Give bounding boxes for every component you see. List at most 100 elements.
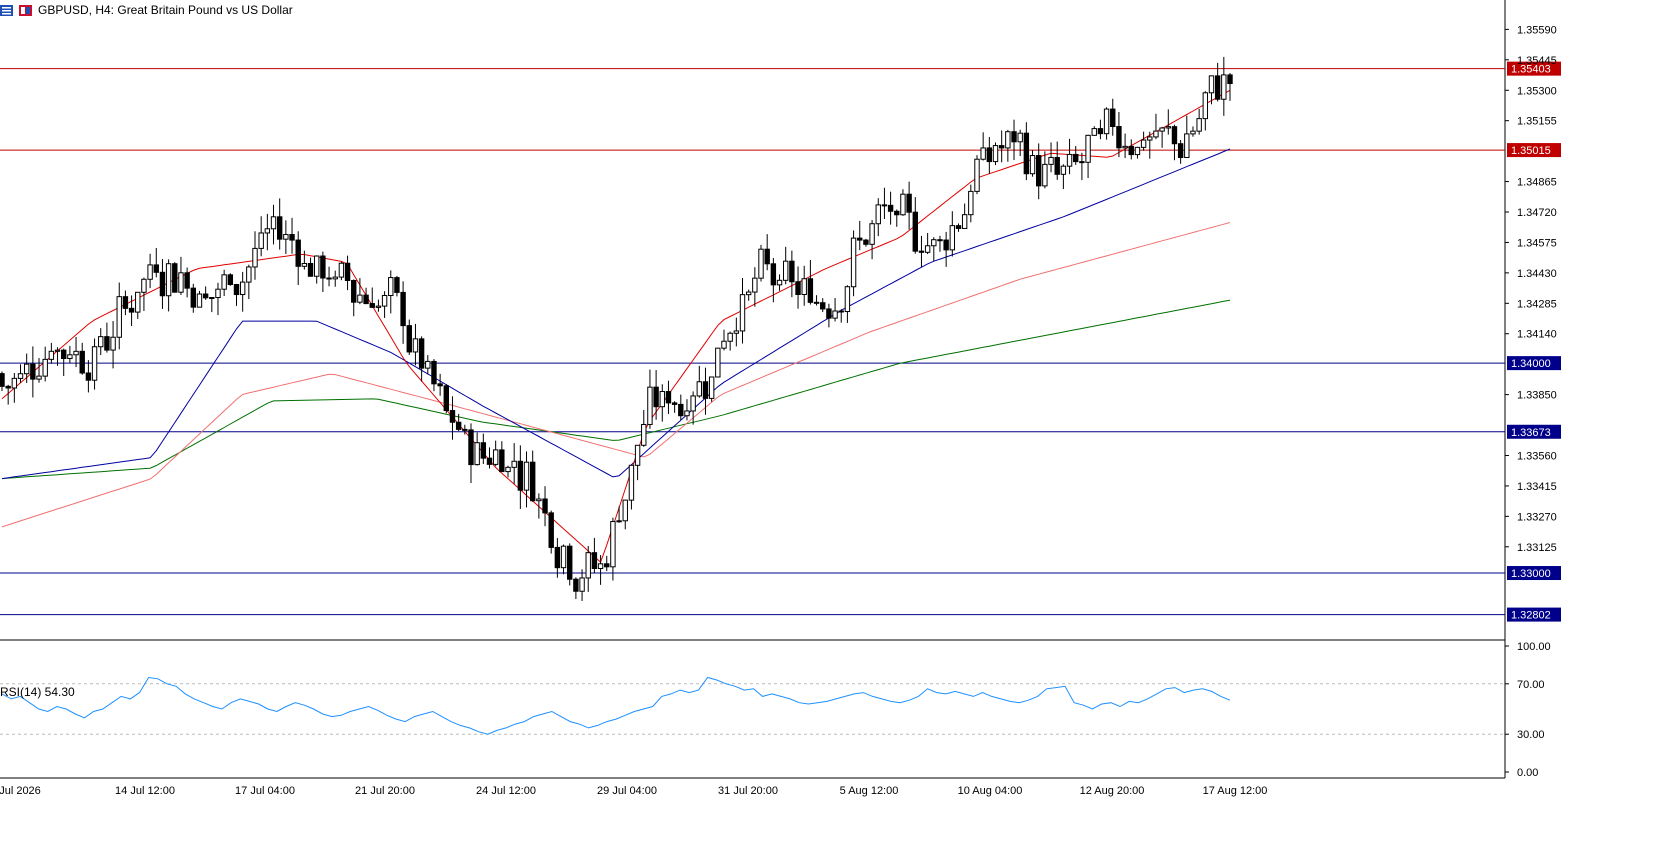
bull-candle — [221, 274, 227, 290]
bull-candle — [585, 552, 591, 579]
bull-candle — [283, 234, 289, 240]
bull-candle — [270, 216, 277, 230]
bull-candle — [1196, 118, 1202, 132]
time-label: 21 Jul 20:00 — [355, 785, 415, 797]
price-tick-label: 1.35445 — [1517, 55, 1557, 67]
chart-header: GBPUSD, H4: Great Britain Pound vs US Do… — [0, 2, 293, 18]
price-tick-label: 1.34140 — [1517, 329, 1557, 341]
bull-candle — [610, 521, 616, 568]
bull-candle — [73, 350, 79, 356]
bull-candle — [1134, 146, 1141, 156]
bull-candle — [992, 145, 999, 163]
bear-candle — [789, 260, 795, 283]
ema-slow-line — [1, 222, 1231, 528]
bear-candle — [394, 277, 400, 293]
rsi-panel: 100.00 70.00 30.00 0.00 — [0, 641, 1551, 779]
bear-candle — [678, 403, 684, 417]
time-label: 5 Aug 12:00 — [840, 785, 899, 797]
bull-candle — [1190, 130, 1196, 135]
bull-candle — [733, 330, 740, 334]
bear-candle — [30, 363, 36, 380]
time-label: 14 Jul 12:00 — [115, 785, 175, 797]
bull-candle — [388, 277, 394, 297]
bear-candle — [702, 381, 709, 399]
bull-candle — [832, 310, 838, 319]
bull-candle — [116, 296, 122, 338]
bull-candle — [357, 294, 363, 303]
price-tick-label: 1.35590 — [1517, 24, 1557, 36]
trade-icon[interactable] — [19, 4, 32, 16]
bull-candle — [696, 381, 703, 397]
rsi-line — [1, 676, 1231, 735]
time-label: 24 Jul 12:00 — [476, 785, 536, 797]
bull-candle — [1091, 128, 1097, 136]
bear-candle — [480, 442, 487, 459]
bull-candle — [474, 442, 480, 466]
bear-candle — [1128, 145, 1134, 156]
bull-candle — [252, 247, 258, 268]
rsi-tick-label: 0.00 — [1517, 767, 1538, 779]
price-tick-label: 1.34865 — [1517, 177, 1557, 189]
time-label: 17 Aug 12:00 — [1203, 785, 1268, 797]
bull-candle — [110, 336, 116, 351]
bull-candle — [1140, 139, 1147, 148]
bull-candle — [135, 291, 141, 313]
bull-candle — [628, 464, 635, 501]
level-price-label: 1.33000 — [1511, 568, 1551, 580]
bear-candle — [400, 291, 406, 327]
time-label: 17 Jul 04:00 — [235, 785, 295, 797]
bear-candle — [986, 147, 993, 163]
bull-candle — [301, 262, 308, 267]
price-tick-label: 1.34430 — [1517, 268, 1557, 280]
bull-candle — [264, 228, 271, 234]
bull-candle — [381, 295, 388, 307]
price-tick-label: 1.33125 — [1517, 542, 1557, 554]
bull-candle — [758, 248, 764, 279]
bull-candle — [1103, 108, 1110, 135]
bull-candle — [536, 498, 542, 502]
bear-candle — [764, 248, 770, 265]
time-axis: Jul 2026 14 Jul 12:00 17 Jul 04:00 21 Jul 2… — [0, 785, 1267, 797]
bull-candle — [91, 346, 98, 381]
level-price-tag — [1507, 566, 1561, 581]
bull-candle — [1202, 92, 1209, 120]
time-label: 12 Aug 20:00 — [1080, 785, 1145, 797]
level-price-tag — [1507, 143, 1561, 158]
bear-candle — [813, 301, 820, 304]
bear-candle — [770, 263, 777, 286]
bull-candle — [505, 466, 511, 473]
bear-candle — [486, 457, 493, 465]
bull-candle — [1066, 153, 1073, 167]
bull-candle — [165, 263, 172, 297]
bull-candle — [215, 288, 221, 299]
bull-candle — [579, 577, 585, 592]
bull-candle — [54, 349, 61, 352]
bear-candle — [153, 264, 159, 273]
bull-candle — [425, 360, 431, 369]
bear-candle — [1011, 131, 1017, 143]
bear-candle — [276, 216, 283, 240]
bear-candle — [320, 255, 326, 279]
bear-candle — [443, 385, 450, 412]
bear-candle — [881, 204, 888, 207]
bear-candle — [567, 545, 573, 580]
candlesticks — [0, 56, 1233, 602]
bull-candle — [1042, 163, 1048, 187]
bear-candle — [653, 386, 659, 408]
bear-candle — [79, 350, 85, 374]
bear-candle — [1036, 155, 1042, 187]
bull-candle — [647, 386, 653, 425]
bull-candle — [1165, 126, 1171, 129]
price-tick-label: 1.34285 — [1517, 298, 1557, 310]
ema-mid-line — [1, 148, 1231, 480]
rsi-tick-label: 70.00 — [1517, 679, 1545, 691]
bear-candle — [906, 193, 912, 213]
rsi-tick-label: 30.00 — [1517, 729, 1545, 741]
bull-candle — [23, 363, 30, 375]
bull-candle — [1208, 75, 1215, 94]
chart-menu-icon[interactable] — [0, 4, 13, 16]
bull-candle — [597, 563, 604, 569]
bear-candle — [912, 211, 918, 252]
bull-candle — [1048, 156, 1054, 165]
